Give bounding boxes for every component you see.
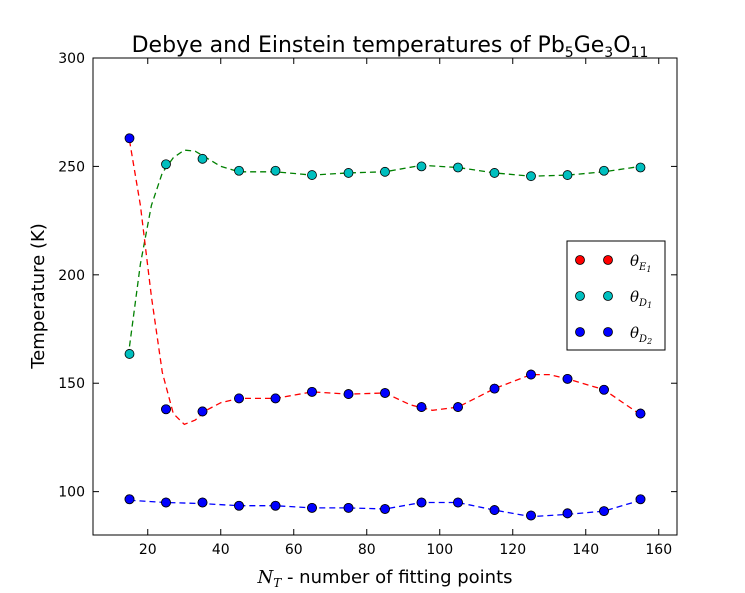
tick-marks: 20 40 60 80 100 120 140 160 100 150 200 250 300 [58,51,677,558]
legend: θE1 θD1 θD2 [566,240,666,351]
point-series-3-8 [416,402,427,412]
chart-title: Debye and Einstein temperatures of Pb5Ge… [132,33,649,61]
x-tick-label-4: 100 [426,542,453,558]
y-tick-label-4: 300 [58,51,85,67]
x-tick-label-7: 160 [645,542,672,558]
point-series-3-9 [453,402,463,412]
legend-marker-3-b [603,327,613,337]
point-series-2-4 [270,165,281,176]
point-series-3-6 [343,389,354,399]
point-series-3-27 [562,508,573,519]
x-tick-label-5: 120 [499,542,526,558]
point-series-3-11 [526,369,536,380]
chart-title-formula-11: 11 [631,45,649,61]
x-tick-label-3: 80 [358,542,376,558]
chart-title-formula-o: O [613,33,630,58]
plot-frame [92,57,678,536]
point-series-3-26 [526,510,536,521]
point-series-3-1 [161,404,171,415]
series-2 [124,153,646,359]
point-series-2-0 [124,349,135,359]
point-series-3-10 [489,383,500,394]
point-series-3-2 [197,406,208,417]
point-series-3-3 [234,393,244,404]
point-series-2-3 [234,165,244,176]
x-axis-label-subscript: T [273,576,282,590]
point-series-3-25 [489,505,500,515]
x-tick-label-0: 20 [139,542,157,558]
point-series-3-22 [380,504,390,514]
y-axis-label: Temperature (K) [28,223,49,370]
y-tick-label-1: 150 [58,376,85,392]
legend-label-3: θD2 [630,324,652,346]
point-series-3-23 [416,497,427,508]
point-series-3-7 [380,388,390,398]
point-series-2-2 [197,153,208,164]
x-axis-label-text: - number of fitting points [281,567,512,588]
point-series-3-0 [124,133,135,144]
legend-marker-1-b [603,255,613,265]
fit-curve-1 [128,140,641,426]
point-series-3-20 [307,502,317,513]
point-series-3-14 [635,408,646,419]
point-series-3-17 [197,497,208,508]
x-tick-label-1: 40 [212,542,230,558]
y-tick-label-2: 200 [58,268,85,284]
legend-marker-1-a [575,255,585,265]
chart-title-formula: 5 [565,45,574,61]
series-3 [124,133,646,521]
point-series-2-10 [489,168,500,178]
data-points [124,133,646,521]
point-series-3-5 [307,386,317,397]
point-series-2-6 [343,168,354,178]
point-series-3-16 [161,497,171,508]
x-tick-label-2: 60 [285,542,303,558]
point-series-3-13 [599,384,609,395]
point-series-2-1 [161,159,171,170]
point-series-2-13 [599,165,609,176]
point-series-3-19 [270,500,281,511]
point-series-2-8 [416,161,427,172]
legend-marker-2-a [575,291,585,301]
point-series-3-18 [234,500,244,511]
point-series-2-5 [307,170,317,180]
x-tick-label-6: 140 [572,542,599,558]
point-series-2-11 [526,171,536,182]
legend-marker-3-a [575,327,585,337]
legend-marker-2-b [603,291,613,301]
point-series-2-9 [453,162,463,173]
legend-label-2: θD1 [630,288,652,310]
point-series-2-7 [380,166,390,177]
point-series-3-15 [124,494,135,505]
x-axis-label-symbol: N [256,567,274,588]
point-series-2-12 [562,170,573,180]
legend-label-1: θE1 [630,252,651,274]
point-series-3-29 [635,494,646,505]
point-series-3-12 [562,373,573,384]
point-series-2-14 [635,162,646,173]
y-tick-label-3: 250 [58,159,85,175]
chart-title-formula-ge: Ge [574,33,605,58]
point-series-3-24 [453,497,463,508]
point-series-3-4 [270,393,281,404]
chart-title-formula-3: 3 [604,45,613,61]
y-tick-label-0: 100 [58,485,85,501]
axes [92,57,678,536]
point-series-3-21 [343,502,354,513]
x-axis-label: NT - number of fitting points [256,567,512,590]
point-series-3-28 [599,506,609,517]
chart-title-text: Debye and Einstein temperatures of Pb [132,33,565,58]
